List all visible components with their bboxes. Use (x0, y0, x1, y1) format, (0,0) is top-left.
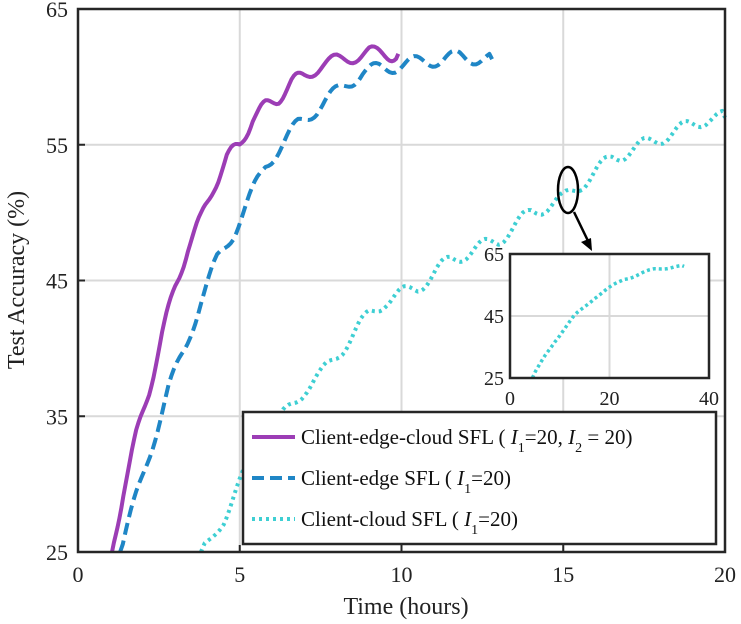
zoom-arrowhead (581, 238, 592, 251)
ytick-label-35: 35 (46, 404, 68, 429)
ytick-label-25: 25 (46, 540, 68, 565)
inset-frame (508, 252, 711, 380)
x-axis-label: Time (hours) (343, 594, 468, 620)
legend-label-client-edge-cloud: Client-edge-cloud SFL ( I1=20, I2 = 20) (301, 425, 632, 456)
zoom-ellipse (556, 165, 580, 215)
series-line-2 (199, 108, 727, 553)
series-layer (110, 44, 727, 553)
x-axis: 0 5 10 15 20 (73, 545, 736, 587)
inset-ytick-label-25: 25 (484, 368, 504, 390)
ytick-label-65: 65 (46, 0, 68, 22)
xtick-label-10: 10 (391, 562, 413, 587)
legend-label-client-edge: Client-edge SFL ( I1=20) (301, 466, 511, 497)
inset-xtick-label-20: 20 (600, 388, 620, 410)
y-axis: 25 35 45 55 65 (46, 0, 85, 565)
inset-ticks: 25 45 65 0 20 40 (484, 244, 719, 410)
xtick-label-0: 0 (73, 562, 84, 587)
inset-xtick-label-40: 40 (699, 388, 719, 410)
inset-ytick-label-65: 65 (484, 244, 504, 266)
xtick-label-5: 5 (234, 562, 245, 587)
inset-grid (510, 254, 709, 378)
legend-box (241, 410, 718, 546)
xtick-label-20: 20 (714, 562, 736, 587)
ytick-label-55: 55 (46, 133, 68, 158)
ytick-label-45: 45 (46, 269, 68, 294)
inset-series (530, 263, 685, 379)
legend: Client-edge-cloud SFL ( I1=20, I2 = 20) … (241, 410, 718, 546)
legend-label-client-cloud: Client-cloud SFL ( I1=20) (301, 507, 518, 538)
series-line-1 (118, 48, 494, 553)
inset-ytick-label-45: 45 (484, 306, 504, 328)
inset-series-line (530, 263, 685, 379)
y-axis-label: Test Accuracy (%) (4, 191, 30, 369)
inset-chart: 25 45 65 0 20 40 (484, 244, 719, 410)
series-line-0 (110, 44, 401, 553)
zoom-arrow (572, 211, 591, 244)
xtick-label-15: 15 (552, 562, 574, 587)
inset-xtick-label-0: 0 (505, 388, 515, 410)
